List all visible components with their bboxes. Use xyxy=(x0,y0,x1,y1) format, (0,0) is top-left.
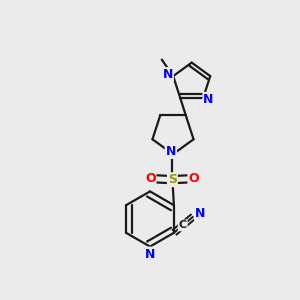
Text: N: N xyxy=(203,93,214,106)
Text: S: S xyxy=(168,173,177,186)
Text: N: N xyxy=(195,207,205,220)
Text: O: O xyxy=(145,172,155,185)
Text: N: N xyxy=(166,145,176,158)
Text: O: O xyxy=(188,172,199,185)
Text: N: N xyxy=(145,248,155,261)
Text: C: C xyxy=(178,220,187,230)
Text: N: N xyxy=(163,68,173,81)
